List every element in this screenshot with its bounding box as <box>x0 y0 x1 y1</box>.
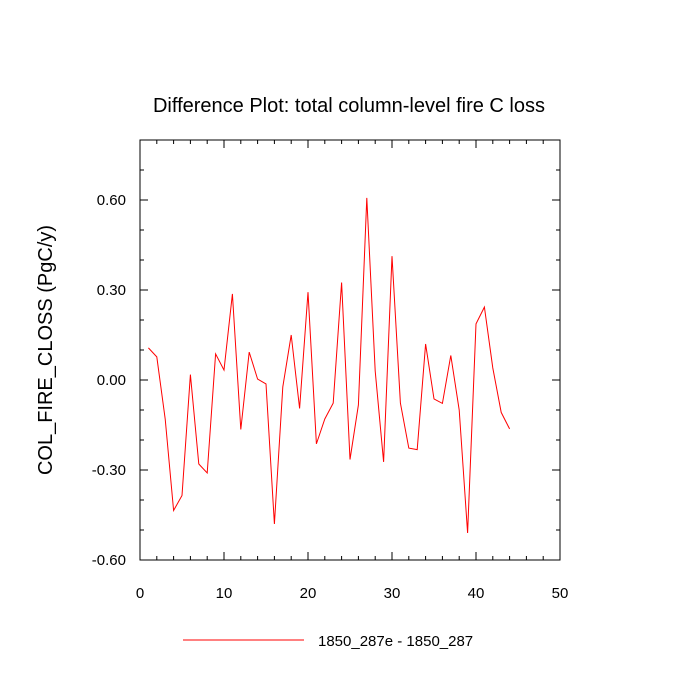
x-tick-label: 10 <box>216 585 233 602</box>
axis-ticks <box>139 139 561 561</box>
y-tick-label: -0.30 <box>92 462 126 479</box>
series-lines <box>148 197 511 534</box>
legend-entry-label: 1850_287e - 1850_287 <box>318 633 473 650</box>
x-tick-label: 40 <box>468 585 485 602</box>
legend: 1850_287e - 1850_287 <box>183 633 473 650</box>
y-tick-label: -0.60 <box>92 552 126 569</box>
tick-labels: 0 10 20 30 40 50 -0.60 -0.30 0.00 0.30 0.60 <box>92 192 569 602</box>
x-tick-label: 0 <box>136 585 144 602</box>
y-tick-label: 0.30 <box>97 282 126 299</box>
y-axis-label: COL_FIRE_CLOSS (PgC/y) <box>35 225 57 475</box>
plot-frame <box>139 139 561 561</box>
y-tick-label: 0.60 <box>97 192 126 209</box>
series-line-0 <box>148 197 511 534</box>
x-tick-label: 30 <box>384 585 401 602</box>
y-tick-label: 0.00 <box>97 372 126 389</box>
x-tick-label: 50 <box>552 585 569 602</box>
chart-title: Difference Plot: total column-level fire… <box>153 95 545 117</box>
x-tick-label: 20 <box>300 585 317 602</box>
